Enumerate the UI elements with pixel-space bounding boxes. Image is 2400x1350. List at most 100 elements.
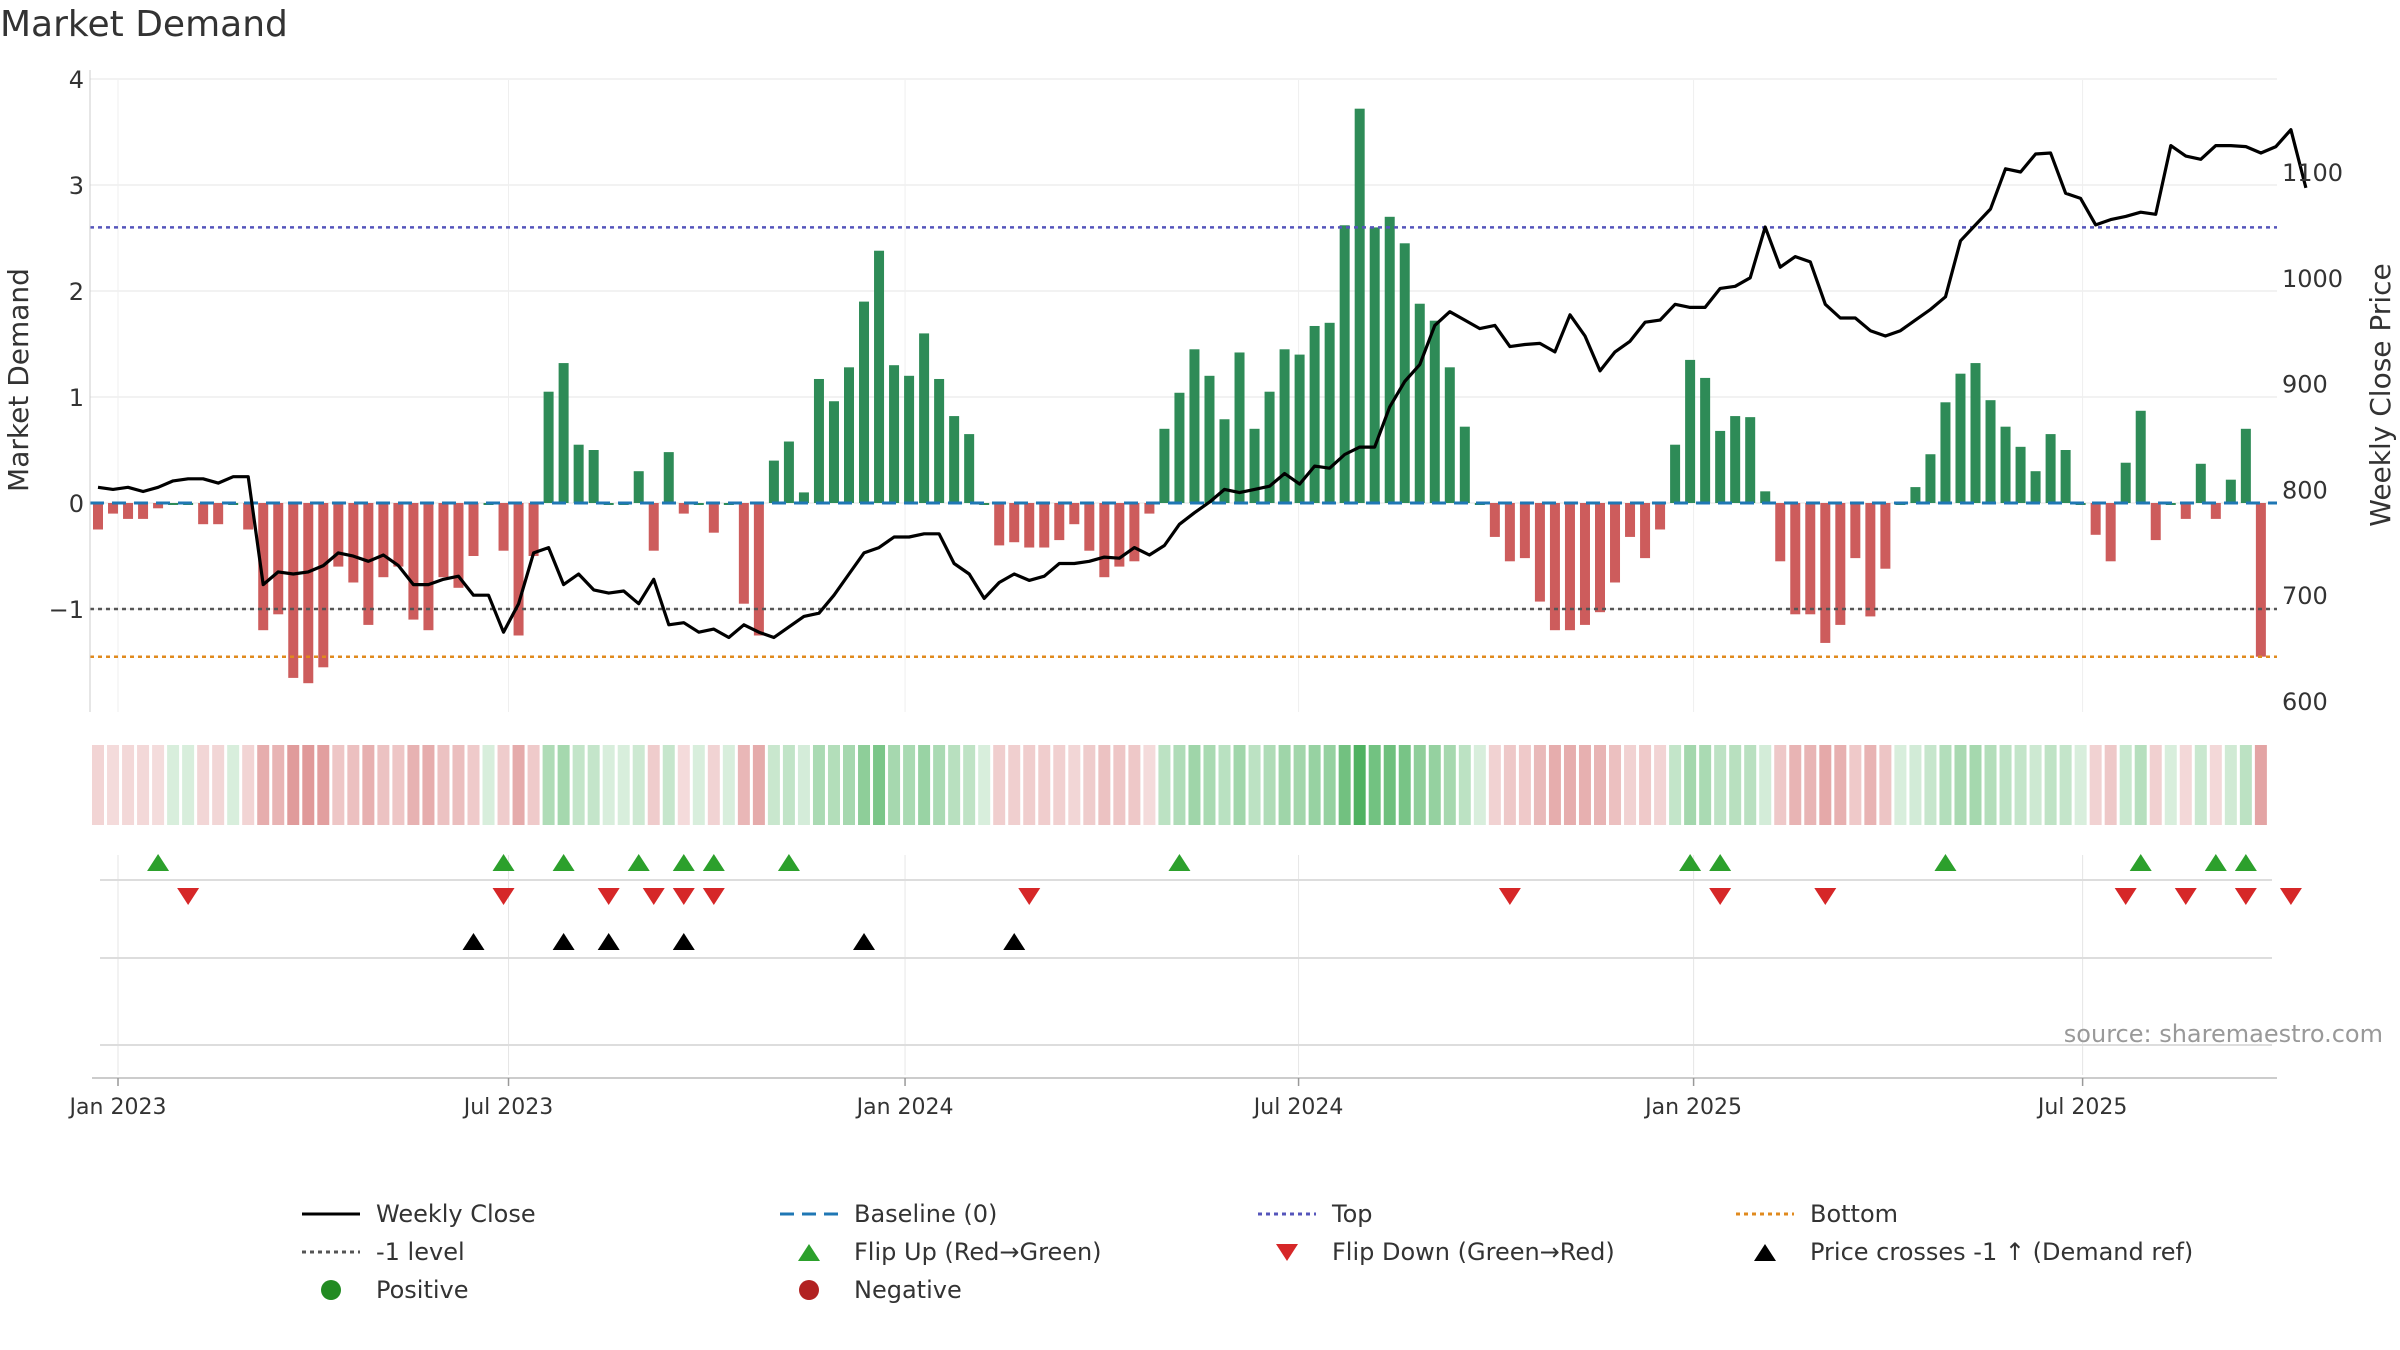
legend-swatch — [1754, 1244, 1776, 1261]
demand-bar — [1084, 503, 1095, 551]
heat-cell — [632, 745, 645, 825]
demand-bar — [919, 333, 930, 503]
flip-up-marker — [2204, 854, 2227, 871]
demand-bar — [768, 460, 779, 503]
legend-item: Flip Down (Green→Red) — [1256, 1238, 1615, 1266]
demand-bar — [1249, 428, 1260, 503]
heat-cell — [918, 745, 931, 825]
heat-cell — [692, 745, 705, 825]
flip-up-marker — [552, 854, 575, 871]
legend-label: Flip Down (Green→Red) — [1332, 1238, 1615, 1266]
demand-bar — [423, 503, 434, 631]
legend-label: Bottom — [1810, 1200, 1899, 1228]
heat-cell — [1984, 745, 1997, 825]
legend-triangle-up — [798, 1244, 820, 1261]
demand-bar — [1625, 503, 1636, 537]
legend-swatch — [780, 1212, 838, 1216]
heat-cell — [1578, 745, 1591, 825]
demand-bar — [1504, 503, 1515, 562]
demand-bar — [468, 503, 479, 556]
demand-bar — [1309, 325, 1320, 503]
demand-bar — [2150, 503, 2161, 541]
legend-label: Positive — [376, 1276, 469, 1304]
y2-tick-label: 1000 — [2282, 265, 2343, 293]
demand-bar — [828, 401, 839, 503]
legend-swatch — [1736, 1212, 1794, 1216]
demand-bar — [213, 503, 224, 525]
legend-triangle-down — [1276, 1244, 1298, 1261]
heat-cell — [1684, 745, 1697, 825]
demand-bar — [798, 492, 809, 503]
heat-cell — [347, 745, 360, 825]
demand-bar — [1099, 503, 1110, 578]
demand-bar — [1970, 363, 1981, 503]
demand-bar — [1204, 375, 1215, 503]
demand-bar — [1564, 503, 1575, 631]
heat-cell — [407, 745, 420, 825]
demand-bar — [949, 416, 960, 503]
heat-cell — [1834, 745, 1847, 825]
demand-bar — [1700, 377, 1711, 503]
demand-bar — [783, 441, 794, 503]
demand-bar — [663, 452, 674, 503]
demand-bar — [2045, 434, 2056, 503]
legend-label: Flip Up (Red→Green) — [854, 1238, 1102, 1266]
demand-bar — [1324, 322, 1335, 503]
demand-bar — [393, 503, 404, 567]
heat-cell — [933, 745, 946, 825]
demand-bar — [1940, 402, 1951, 503]
flip-up-marker — [2234, 854, 2257, 871]
demand-bar — [1835, 503, 1846, 625]
demand-bar — [303, 503, 314, 684]
heat-cell — [2134, 745, 2147, 825]
chart-title: Market Demand — [0, 4, 288, 45]
y2-tick-label: 900 — [2282, 371, 2328, 399]
demand-bar — [1024, 503, 1035, 548]
heat-cell — [1263, 745, 1276, 825]
y-tick-label: 4 — [69, 66, 84, 94]
heat-cell — [2074, 745, 2087, 825]
demand-bar — [1369, 227, 1380, 503]
demand-bar — [1955, 373, 1966, 503]
heat-cell — [1158, 745, 1171, 825]
demand-bar — [1339, 225, 1350, 503]
heat-cell — [2224, 745, 2237, 825]
heat-cell — [1008, 745, 1021, 825]
legend-label: Price crosses -1 ↑ (Demand ref) — [1810, 1238, 2194, 1266]
heat-cell — [1669, 745, 1682, 825]
demand-bar — [2195, 463, 2206, 503]
demand-bar — [1579, 503, 1590, 625]
heat-cell — [92, 745, 104, 825]
heat-cell — [1413, 745, 1426, 825]
demand-bar — [1790, 503, 1801, 615]
heat-cell — [1924, 745, 1937, 825]
demand-bar — [1685, 359, 1696, 503]
demand-bar — [1640, 503, 1651, 559]
price-cross-marker — [597, 933, 620, 950]
axes: 4 3 2 1 0 −1 1100 1000 900 800 700 600 Jan 2023 Jul 2… — [49, 66, 2343, 1120]
demand-bar — [93, 503, 103, 530]
legend-label: Negative — [854, 1276, 962, 1304]
flip-down-marker — [702, 888, 725, 905]
heat-cell — [993, 745, 1006, 825]
heat-cell — [1654, 745, 1667, 825]
flip-up-marker — [1168, 854, 1191, 871]
heat-cell — [182, 745, 195, 825]
heat-cell — [2254, 745, 2267, 825]
demand-bar — [453, 503, 464, 588]
demand-bar — [1489, 503, 1500, 537]
demand-bar — [438, 503, 449, 578]
flip-up-marker — [1709, 854, 1732, 871]
heat-cell — [797, 745, 810, 825]
y-tick-label: −1 — [49, 596, 84, 624]
heat-cell — [812, 745, 825, 825]
flip-down-marker — [2114, 888, 2137, 905]
price-cross-marker — [853, 933, 876, 950]
demand-bar — [1595, 503, 1605, 613]
demand-bar — [678, 503, 689, 514]
heat-cell — [1699, 745, 1712, 825]
flip-down-marker — [1498, 888, 1521, 905]
demand-bar — [2240, 428, 2251, 503]
flip-down-marker — [2174, 888, 2197, 905]
heat-cell — [452, 745, 465, 825]
